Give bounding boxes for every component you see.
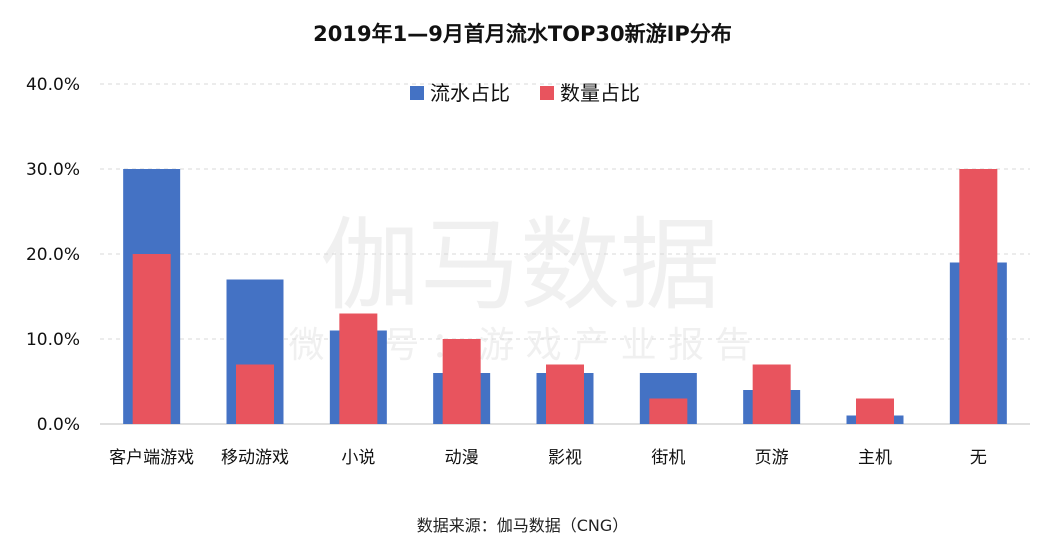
y-tick-label: 10.0% <box>26 330 80 350</box>
bar-shuliang <box>649 398 688 424</box>
y-tick-label: 40.0% <box>26 75 80 95</box>
chart-title: 2019年1—9月首月流水TOP30新游IP分布 <box>313 22 732 46</box>
y-tick-label: 20.0% <box>26 245 80 265</box>
y-axis-ticks: 0.0% 10.0% 20.0% 30.0% 40.0% <box>26 75 80 435</box>
bar-shuliang <box>339 313 378 424</box>
x-tick-label: 动漫 <box>445 448 479 468</box>
bar-shuliang <box>132 254 171 424</box>
bar-shuliang <box>959 169 998 424</box>
bar-shuliang <box>442 339 481 424</box>
legend-label: 数量占比 <box>560 81 640 105</box>
x-tick-label: 客户端游戏 <box>109 448 194 468</box>
x-tick-label: 页游 <box>755 448 789 468</box>
source-note: 数据来源：伽马数据（CNG） <box>416 516 629 535</box>
bar-shuliang <box>856 398 894 424</box>
x-tick-label: 无 <box>970 448 987 468</box>
x-axis-ticks: 客户端游戏 移动游戏 小说 动漫 影视 街机 页游 主机 无 <box>109 448 987 468</box>
legend-swatch <box>540 86 554 100</box>
watermark-main: 伽马数据 <box>320 207 720 324</box>
x-tick-label: 移动游戏 <box>221 448 289 468</box>
bar-shuliang <box>752 364 791 424</box>
x-tick-label: 小说 <box>341 448 375 468</box>
y-tick-label: 0.0% <box>37 415 80 435</box>
x-tick-label: 街机 <box>651 448 685 468</box>
y-tick-label: 30.0% <box>26 160 80 180</box>
legend: 流水占比 数量占比 <box>410 81 640 105</box>
legend-label: 流水占比 <box>430 81 510 105</box>
bar-shuliang <box>546 364 584 424</box>
x-tick-label: 主机 <box>858 448 892 468</box>
legend-swatch <box>410 86 424 100</box>
bars <box>123 169 1007 424</box>
x-tick-label: 影视 <box>548 448 582 468</box>
bar-shuliang <box>236 364 274 424</box>
